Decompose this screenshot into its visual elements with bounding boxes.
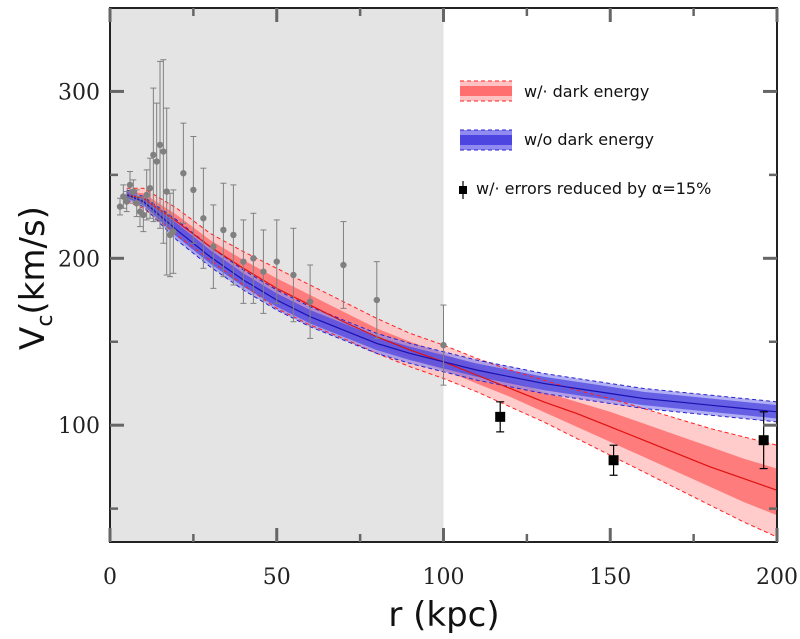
band-edge-high-with-de	[126, 187, 777, 446]
observed-point	[146, 157, 154, 219]
data-point	[273, 258, 280, 265]
data-point	[240, 258, 247, 265]
square-marker	[758, 435, 769, 446]
data-point	[373, 296, 380, 304]
observed-point	[210, 204, 217, 289]
data-point	[190, 186, 197, 194]
legend-swatch-inner	[460, 135, 512, 145]
observed-point	[190, 135, 197, 244]
legend-label-with-de: w/· dark energy	[524, 82, 649, 101]
observed-point	[273, 219, 280, 304]
observed-point	[156, 60, 164, 229]
data-point	[156, 141, 164, 149]
observed-point	[290, 227, 297, 323]
legend-swatch-inner	[460, 86, 512, 96]
y-tick-label: 200	[58, 247, 100, 272]
plot-area	[110, 8, 777, 542]
legend-swatch-without-de	[460, 129, 512, 151]
data-point	[290, 271, 297, 279]
observed-point	[250, 212, 257, 304]
observed-point	[440, 304, 447, 386]
observed-point	[180, 122, 187, 224]
observed-point	[340, 221, 347, 309]
data-point	[260, 268, 267, 275]
legend-label-reduced-errors: w/· errors reduced by α=15%	[476, 179, 711, 198]
observed-point	[133, 189, 140, 218]
observed-point	[140, 197, 147, 233]
y-axis-title-sub: c	[33, 315, 58, 327]
legend-label-without-de: w/o dark energy	[524, 130, 654, 149]
observed-point	[220, 182, 227, 278]
observed-point	[306, 264, 314, 339]
observed-point	[260, 229, 267, 314]
legend-square	[459, 186, 467, 194]
data-point	[123, 198, 130, 205]
legend-marker-reduced-errors	[459, 181, 467, 199]
x-tick-label: 100	[423, 565, 465, 590]
legend-swatch-with-de	[460, 80, 512, 102]
x-tick-label: 0	[103, 565, 117, 590]
legend: w/· dark energy w/o dark energy w/· erro…	[459, 80, 711, 199]
data-point	[163, 188, 170, 195]
observed-point	[143, 169, 150, 221]
y-axis-title-unit: (km/s)	[13, 206, 53, 315]
x-axis-title: r (kpc)	[388, 595, 499, 635]
observed-point	[200, 167, 207, 269]
square-marker	[495, 411, 506, 422]
observed-point	[160, 59, 167, 244]
square-marker	[608, 455, 619, 466]
observed-point	[130, 179, 137, 204]
y-tick-label: 100	[58, 414, 100, 439]
reduced-error-point	[495, 401, 506, 433]
y-tick-label: 300	[58, 80, 100, 105]
data-point	[306, 298, 314, 305]
data-point	[133, 200, 140, 207]
data-point	[130, 188, 137, 195]
observed-point	[373, 261, 380, 339]
x-tick-label: 200	[756, 565, 798, 590]
data-point	[230, 231, 237, 239]
svg-text:Vc(km/s): Vc(km/s)	[13, 206, 58, 350]
x-tick-label: 50	[263, 565, 291, 590]
data-point	[200, 215, 207, 222]
data-point	[250, 255, 257, 262]
y-axis-title: Vc(km/s)	[13, 206, 58, 350]
data-point	[180, 170, 187, 177]
data-point	[150, 151, 157, 159]
data-point	[340, 261, 347, 269]
band-inner-with-de	[126, 191, 777, 516]
data-point	[143, 191, 150, 199]
observed-point	[126, 171, 134, 199]
data-point	[220, 226, 227, 234]
reduced-error-point	[608, 444, 619, 476]
data-point	[170, 228, 177, 235]
data-point	[140, 211, 147, 219]
observed-point	[153, 102, 160, 221]
data-point	[210, 243, 217, 250]
data-point	[120, 193, 127, 200]
data-point	[153, 158, 160, 165]
axes: 0 50 100 150 200 100 200 300	[58, 7, 798, 590]
observed-point	[120, 184, 127, 209]
observed-point	[170, 189, 177, 274]
observed-point	[123, 191, 130, 213]
data-point	[116, 203, 124, 210]
data-point	[126, 181, 134, 189]
observed-point	[150, 87, 157, 223]
data-point	[160, 148, 167, 155]
y-axis-title-main: V	[13, 327, 53, 350]
observed-point	[240, 219, 247, 304]
reduced-error-point	[758, 411, 769, 470]
data-point	[146, 185, 154, 192]
data-point	[440, 341, 447, 349]
x-tick-label: 150	[589, 565, 631, 590]
observed-point	[230, 184, 237, 286]
